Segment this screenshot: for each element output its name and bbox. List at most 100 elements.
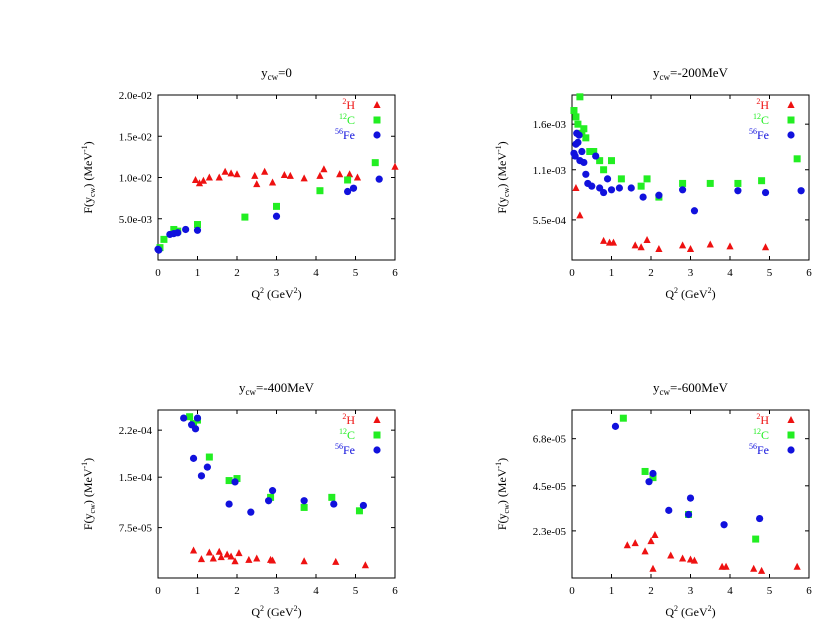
data-point [300, 497, 308, 505]
data-point [280, 171, 288, 179]
data-point [631, 539, 639, 547]
data-point [649, 474, 657, 482]
x-tick-label: 1 [609, 585, 615, 597]
y-tick-label: 7.5e-05 [119, 523, 153, 535]
x-tick-label: 3 [274, 585, 280, 597]
data-point [182, 225, 190, 234]
data-point [615, 184, 624, 192]
data-point [205, 173, 213, 181]
data-point [572, 183, 580, 191]
data-point [267, 493, 275, 501]
series-3 [570, 129, 805, 215]
data-point [205, 453, 213, 461]
data-point [191, 175, 200, 183]
data-point [316, 187, 324, 195]
series-3 [154, 175, 383, 254]
data-point [273, 202, 280, 210]
x-tick-label: 4 [727, 585, 733, 597]
x-axis-label: Q2 (GeV2) [251, 286, 301, 301]
data-point [600, 236, 608, 244]
legend-label-h: 2H [342, 97, 355, 112]
data-point [191, 425, 200, 433]
data-point [320, 165, 328, 173]
data-point [361, 561, 369, 569]
y-tick-label: 2.2e-04 [119, 425, 153, 437]
data-point [758, 177, 766, 185]
y-tick-label: 1.5e-04 [119, 472, 153, 484]
y-axis-label: F(ycw) (MeV-1) [494, 458, 511, 530]
data-point [316, 171, 324, 179]
data-point [637, 243, 645, 251]
data-point [391, 162, 399, 170]
data-point [227, 552, 235, 560]
legend-marker-fe [373, 446, 381, 454]
data-point [160, 235, 168, 243]
data-point [679, 241, 687, 249]
legend-marker-fe [787, 446, 795, 454]
data-point [227, 169, 235, 177]
x-tick-label: 3 [688, 267, 694, 279]
panel-title: ycw=-400MeV [239, 380, 314, 397]
panel-title: ycw=-600MeV [653, 380, 728, 397]
data-point [750, 564, 758, 572]
data-point [336, 170, 344, 178]
x-tick-label: 1 [195, 585, 201, 597]
data-point [371, 159, 379, 167]
legend-marker-h [373, 101, 381, 108]
series-1 [572, 183, 770, 253]
data-point [706, 240, 714, 248]
x-axis-label: Q2 (GeV2) [665, 286, 715, 301]
x-tick-label: 5 [353, 585, 359, 597]
data-point [286, 171, 294, 179]
data-point [580, 125, 588, 133]
x-tick-label: 3 [274, 267, 280, 279]
data-point [245, 555, 253, 563]
data-point [686, 494, 695, 502]
x-tick-label: 5 [767, 585, 773, 597]
data-point [253, 180, 261, 188]
y-tick-label: 2.0e-02 [119, 90, 152, 102]
data-point [233, 475, 241, 483]
y-tick-label: 4.5e-05 [533, 481, 567, 493]
data-point [758, 566, 766, 574]
data-point [641, 547, 649, 555]
x-tick-label: 4 [313, 267, 319, 279]
data-point [684, 510, 693, 519]
series-2 [186, 413, 363, 515]
y-tick-label: 1.1e-03 [533, 165, 567, 177]
data-point [608, 157, 615, 165]
data-point [344, 187, 352, 196]
data-point [345, 170, 354, 178]
x-tick-label: 2 [234, 585, 240, 597]
data-point [643, 175, 651, 183]
plot-frame [571, 409, 810, 579]
data-point [588, 182, 596, 190]
legend-marker-h [373, 416, 381, 423]
data-point [332, 557, 340, 565]
data-point [607, 186, 616, 194]
data-point [645, 478, 653, 486]
data-point [215, 173, 223, 181]
x-tick-label: 1 [195, 267, 201, 279]
y-tick-label: 1.6e-03 [533, 119, 567, 131]
data-point [570, 106, 578, 114]
data-point [251, 171, 259, 179]
data-point [180, 414, 188, 422]
data-point [576, 211, 584, 219]
data-point [355, 507, 363, 515]
x-tick-label: 0 [155, 585, 161, 597]
y-tick-label: 2.3e-05 [533, 526, 567, 538]
data-point [253, 554, 261, 562]
data-point [330, 500, 338, 508]
data-point [209, 554, 217, 562]
data-point [215, 547, 223, 555]
data-point [261, 167, 269, 175]
legend-marker-c [373, 116, 381, 124]
data-point [722, 562, 730, 570]
y-axis-label: F(ycw) (MeV-1) [80, 141, 97, 213]
x-tick-label: 4 [727, 267, 733, 279]
legend-label-h: 2H [756, 412, 769, 427]
data-point [344, 176, 352, 184]
series-2 [619, 414, 760, 543]
data-point [300, 503, 308, 511]
